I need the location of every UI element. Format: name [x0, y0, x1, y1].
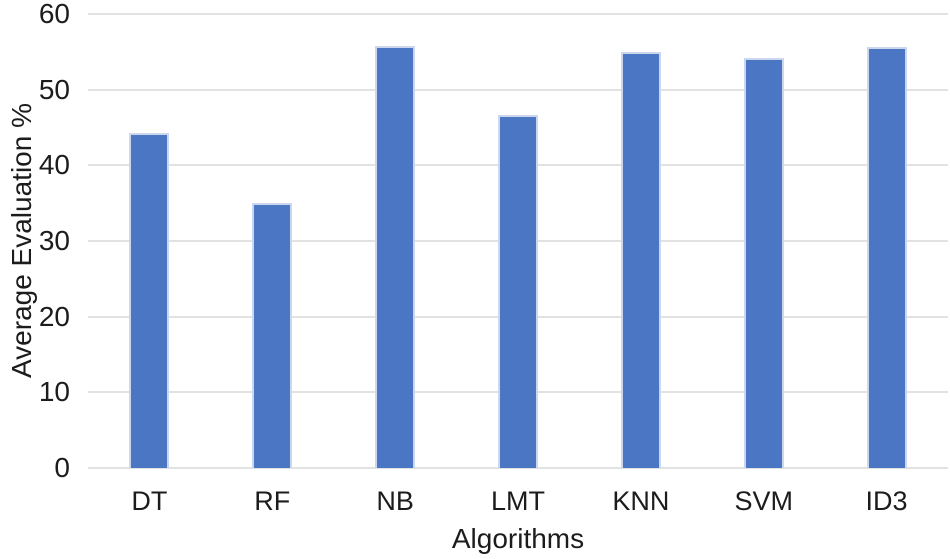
y-tick-label-30: 30: [38, 225, 70, 256]
gridline-60: [88, 13, 948, 15]
bar-lmt: [498, 115, 538, 468]
bar-nb: [375, 45, 416, 468]
y-tick-label-0: 0: [54, 452, 70, 483]
x-axis-title: Algorithms: [451, 523, 585, 554]
bar-svm: [743, 57, 784, 468]
y-tick-label-50: 50: [38, 73, 70, 105]
x-tick-label-id3: ID3: [865, 486, 908, 516]
bar-rf: [252, 203, 293, 468]
bar-dt: [129, 132, 170, 468]
x-axis-labels: DT RF NB LMT KNN SVM ID3: [88, 486, 948, 520]
y-axis-ticks: 0 10 20 30 40 50 60: [0, 0, 70, 483]
bar-knn: [620, 51, 661, 468]
x-tick-label-nb: NB: [376, 486, 414, 516]
x-tick-label-svm: SVM: [734, 486, 793, 516]
x-tick-label-lmt: LMT: [490, 486, 545, 516]
y-tick-label-60: 60: [38, 0, 70, 29]
y-tick-label-40: 40: [38, 149, 70, 181]
plot-area: [88, 13, 948, 469]
y-tick-label-10: 10: [38, 376, 70, 408]
y-tick-label-20: 20: [38, 300, 70, 332]
gridline-0: [88, 467, 948, 469]
x-tick-label-rf: RF: [254, 486, 291, 516]
x-tick-label-dt: DT: [131, 486, 168, 516]
x-tick-label-knn: KNN: [612, 486, 670, 516]
bar-id3: [866, 47, 907, 468]
gridline-50: [88, 88, 948, 91]
